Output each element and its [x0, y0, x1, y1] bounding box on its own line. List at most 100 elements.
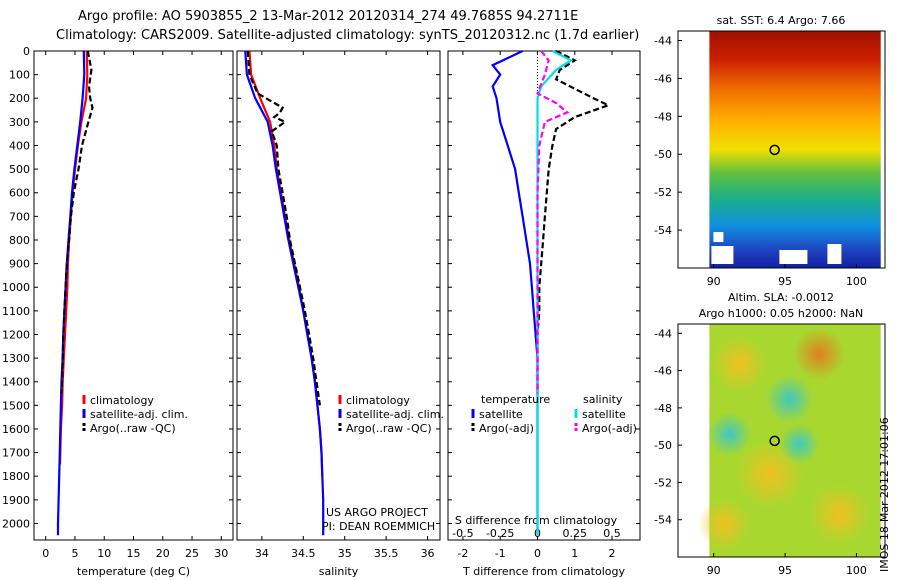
- depth-tick-label: 1100: [2, 305, 30, 318]
- legend-entry: Argo(..raw -QC): [346, 422, 432, 435]
- sla-anomaly-blob: [793, 328, 846, 380]
- argo-position-marker: [769, 435, 780, 447]
- map-y-tick-label: -50: [654, 148, 672, 161]
- sla-anomaly-blob: [809, 484, 870, 544]
- map-y-tick-label: -54: [654, 514, 672, 527]
- legend-entry: satellite: [479, 408, 523, 421]
- top-tick-label: -0.5: [452, 527, 473, 540]
- series-satellite-adj-clim-: [56, 50, 86, 536]
- map-y-tick-label: -46: [654, 72, 672, 85]
- map-subtitle: Argo h1000: 0.05 h2000: NaN: [699, 307, 864, 320]
- argo-position-marker: [769, 144, 780, 156]
- depth-tick-label: 1800: [2, 470, 30, 483]
- depth-tick-label: 700: [9, 210, 30, 223]
- map-title: Altim. SLA: -0.0012: [728, 291, 834, 304]
- series-satellite-adj-clim-: [244, 50, 325, 536]
- series-argo-raw-qc-: [60, 50, 94, 394]
- top-tick-label: 0.5: [603, 527, 621, 540]
- map-x-tick-label: 90: [707, 275, 721, 288]
- map-y-tick-label: -46: [654, 365, 672, 378]
- annotation-project: US ARGO PROJECT: [326, 506, 428, 519]
- panel-frame: [236, 50, 441, 541]
- map-x-tick-label: 95: [778, 564, 792, 577]
- legend-entry: Argo(-adj): [582, 422, 637, 435]
- x-tick-label: 25: [185, 547, 199, 560]
- x-tick-label: 0: [42, 547, 49, 560]
- x-axis-label: temperature (deg C): [77, 565, 190, 578]
- series-temperature-argo-adj-: [536, 50, 612, 394]
- depth-tick-label: 800: [9, 234, 30, 247]
- x-tick-label: 30: [214, 547, 228, 560]
- sla-anomaly-blob: [698, 498, 751, 550]
- depth-tick-label: 500: [9, 163, 30, 176]
- map-y-tick-label: -48: [654, 110, 672, 123]
- legend-entry: satellite-adj. clim.: [90, 408, 188, 421]
- series-climatology: [248, 50, 324, 477]
- depth-tick-label: 600: [9, 187, 30, 200]
- x-tick-label: 5: [71, 547, 78, 560]
- depth-tick-label: 1000: [2, 281, 30, 294]
- legend-entry: satellite-adj. clim.: [346, 408, 444, 421]
- depth-tick-label: 2000: [2, 517, 30, 530]
- depth-tick-label: 900: [9, 258, 30, 271]
- legend-entry: climatology: [346, 394, 410, 407]
- x-tick-label: 10: [97, 547, 111, 560]
- legend-title-temperature: temperature: [481, 393, 550, 406]
- map-y-tick-label: -44: [654, 34, 672, 47]
- map-frame: [677, 323, 886, 558]
- x-tick-label: 34.5: [291, 547, 316, 560]
- x-tick-label: 15: [127, 547, 141, 560]
- map-y-tick-label: -52: [654, 476, 672, 489]
- sst-field: [709, 31, 881, 268]
- map-x-tick-label: 100: [846, 275, 867, 288]
- panel-salinity: 34 34.5 35 35.5 36 salinity climatologysatelli…: [236, 50, 444, 578]
- map-title: sat. SST: 6.4 Argo: 7.66: [717, 14, 846, 27]
- map-x-tick-label: 90: [707, 564, 721, 577]
- map-x-tick-label: 100: [846, 564, 867, 577]
- sla-anomaly-blob: [765, 375, 814, 423]
- legend-entry: Argo(..raw -QC): [90, 422, 176, 435]
- map-y-tick-label: -52: [654, 186, 672, 199]
- sla-anomaly-blob: [779, 424, 820, 464]
- missing-data-patch: [779, 250, 808, 264]
- profile-title: Argo profile: AO 5903855_2 13-Mar-2012 2…: [78, 9, 579, 24]
- depth-tick-label: 1500: [2, 399, 30, 412]
- depth-tick-label: 1300: [2, 352, 30, 365]
- depth-tick-label: 200: [9, 92, 30, 105]
- sla-anomaly-blob: [711, 336, 768, 392]
- legend-entry: climatology: [90, 394, 154, 407]
- x-axis-label: T difference from climatology: [462, 565, 625, 578]
- depth-tick-label: 1400: [2, 376, 30, 389]
- x-tick-label: -2: [457, 547, 468, 560]
- map-x-tick-label: 95: [778, 275, 792, 288]
- x-tick-label: 2: [609, 547, 616, 560]
- climatology-title: Climatology: CARS2009. Satellite-adjuste…: [56, 28, 640, 43]
- map-sst-map: -44 -46 -48 -50 -52 -54 90 95 100 sat. SST: 6.4 A…: [654, 14, 886, 288]
- map-y-tick-label: -50: [654, 439, 672, 452]
- x-tick-label: 34: [255, 547, 269, 560]
- depth-tick-label: 100: [9, 69, 30, 82]
- top-axis-label: S difference from climatology: [455, 514, 618, 527]
- missing-data-patch: [713, 232, 724, 242]
- imos-timestamp: IMOS 18-Mar-2012 17:01:06: [878, 417, 891, 572]
- legend-title-salinity: salinity: [583, 393, 623, 406]
- depth-tick-label: 1900: [2, 494, 30, 507]
- x-tick-label: 36: [421, 547, 435, 560]
- series-argo-raw-qc-: [246, 50, 321, 406]
- sla-anomaly-blob: [707, 412, 752, 456]
- missing-data-patch: [711, 246, 734, 264]
- x-tick-label: 20: [156, 547, 170, 560]
- map-frame: [677, 30, 886, 269]
- depth-tick-label: 1600: [2, 423, 30, 436]
- missing-data-patch: [827, 244, 842, 264]
- legend-entry: Argo(-adj): [479, 422, 534, 435]
- series-temperature-satellite: [490, 50, 539, 536]
- panel-frame: [33, 50, 234, 541]
- panel-difference: -2 -1 0 1 2 T difference from climatology S di…: [447, 50, 641, 578]
- panel-frame: [447, 50, 641, 541]
- depth-tick-label: 0: [23, 45, 30, 58]
- top-tick-label: -0.25: [486, 527, 514, 540]
- depth-tick-label: 400: [9, 139, 30, 152]
- top-tick-label: 0.25: [563, 527, 588, 540]
